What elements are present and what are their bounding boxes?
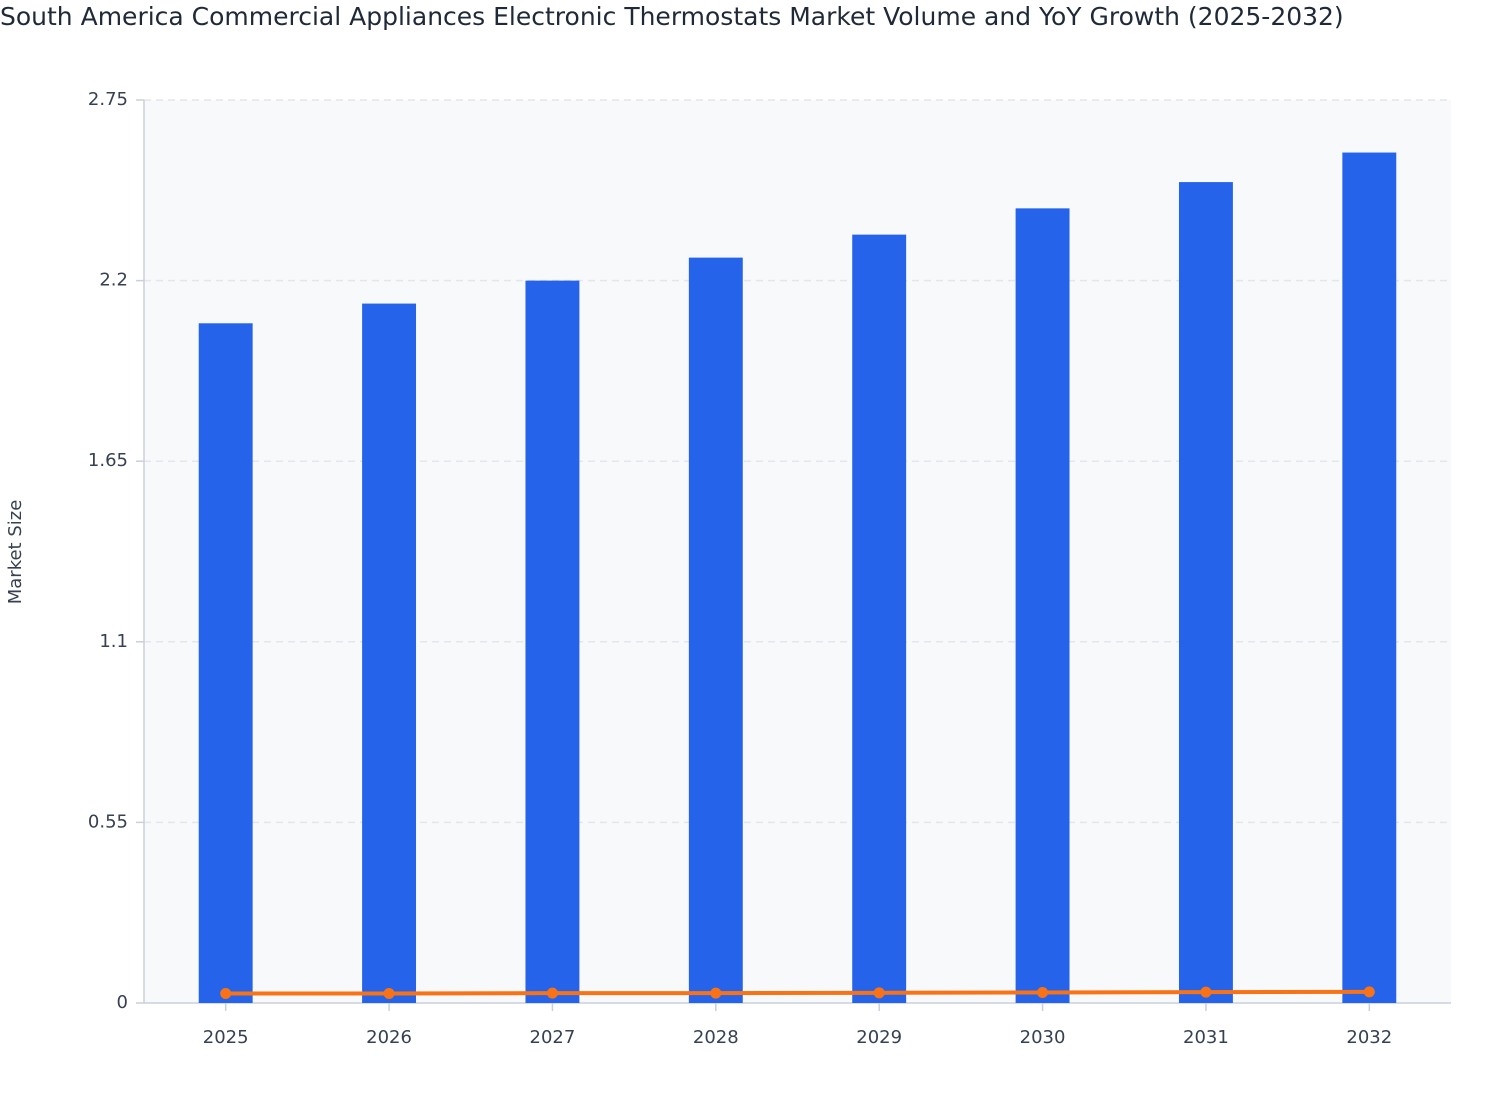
y-tick-label: 2.75	[88, 89, 128, 110]
bar	[1178, 182, 1233, 1003]
plot-area	[144, 100, 1451, 1003]
chart-title: South America Commercial Appliances Elec…	[0, 2, 1344, 31]
line-point	[1200, 986, 1212, 998]
x-tick-label: 2027	[530, 1027, 576, 1048]
bar	[852, 234, 907, 1003]
line-point	[383, 987, 395, 999]
line-point	[1363, 986, 1375, 998]
bar	[198, 323, 253, 1004]
bar	[1015, 208, 1070, 1004]
x-tick-label: 2025	[203, 1027, 249, 1048]
line	[225, 989, 1370, 996]
line-point	[1037, 986, 1049, 998]
y-tick-label: 0.55	[88, 811, 128, 832]
line-point	[710, 987, 722, 999]
x-tick-label: 2026	[366, 1027, 412, 1048]
line-point	[873, 987, 885, 999]
x-tick-label: 2029	[856, 1027, 902, 1048]
y-tick-label: 2.2	[99, 270, 128, 291]
line-point	[546, 987, 558, 999]
x-tick-label: 2030	[1020, 1027, 1066, 1048]
y-tick-label: 1.65	[88, 450, 128, 471]
bar	[362, 303, 417, 1003]
y-tick-label: 0	[117, 992, 128, 1013]
bar	[1342, 152, 1397, 1003]
y-tick-label: 1.1	[99, 631, 128, 652]
y-axis-label: Market Size	[5, 500, 26, 605]
bar	[525, 280, 580, 1004]
line-point	[220, 987, 232, 999]
x-tick-label: 2032	[1346, 1027, 1392, 1048]
x-tick-label: 2028	[693, 1027, 739, 1048]
x-tick-label: 2031	[1183, 1027, 1229, 1048]
bar	[688, 257, 743, 1004]
